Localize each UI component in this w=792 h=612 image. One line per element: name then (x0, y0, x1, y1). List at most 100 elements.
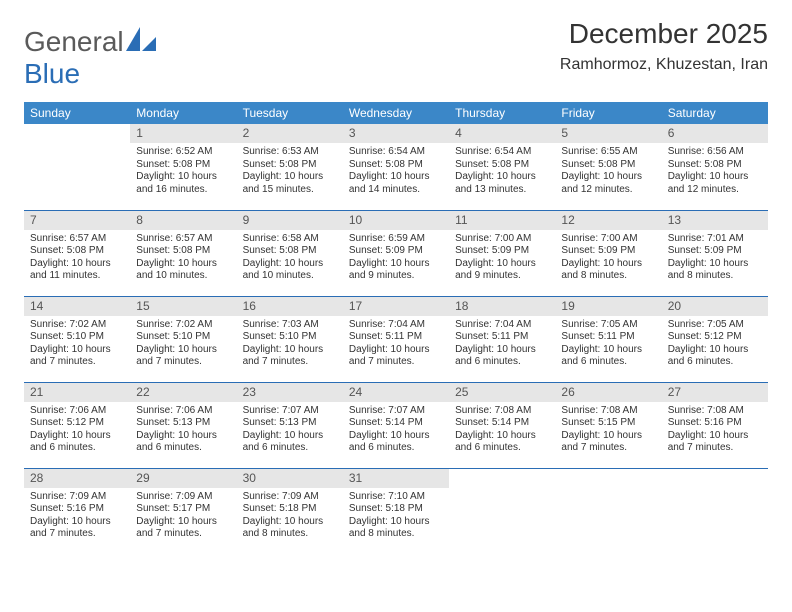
sunrise-text: Sunrise: 6:54 AM (455, 146, 549, 159)
weekday-header: Friday (555, 102, 661, 124)
day-content: Sunrise: 6:53 AMSunset: 5:08 PMDaylight:… (237, 143, 343, 200)
sunrise-text: Sunrise: 7:10 AM (349, 491, 443, 504)
location-label: Ramhormoz, Khuzestan, Iran (560, 56, 768, 74)
day-number: 24 (343, 383, 449, 402)
calendar-day-cell: 26Sunrise: 7:08 AMSunset: 5:15 PMDayligh… (555, 382, 661, 468)
daylight-text: Daylight: 10 hours and 7 minutes. (136, 516, 230, 541)
sunset-text: Sunset: 5:08 PM (455, 159, 549, 172)
sunrise-text: Sunrise: 7:06 AM (30, 405, 124, 418)
sunset-text: Sunset: 5:08 PM (136, 245, 230, 258)
calendar-day-cell: 17Sunrise: 7:04 AMSunset: 5:11 PMDayligh… (343, 296, 449, 382)
calendar-day-cell (662, 468, 768, 554)
daylight-text: Daylight: 10 hours and 6 minutes. (136, 430, 230, 455)
day-content: Sunrise: 6:52 AMSunset: 5:08 PMDaylight:… (130, 143, 236, 200)
sunrise-text: Sunrise: 6:54 AM (349, 146, 443, 159)
day-number: 13 (662, 211, 768, 230)
daylight-text: Daylight: 10 hours and 6 minutes. (30, 430, 124, 455)
daylight-text: Daylight: 10 hours and 7 minutes. (136, 344, 230, 369)
day-number: 29 (130, 469, 236, 488)
sunset-text: Sunset: 5:10 PM (30, 331, 124, 344)
day-number (662, 469, 768, 473)
sunrise-text: Sunrise: 7:00 AM (561, 233, 655, 246)
day-content: Sunrise: 7:09 AMSunset: 5:16 PMDaylight:… (24, 488, 130, 545)
sunrise-text: Sunrise: 6:55 AM (561, 146, 655, 159)
day-content: Sunrise: 7:06 AMSunset: 5:12 PMDaylight:… (24, 402, 130, 459)
day-number: 16 (237, 297, 343, 316)
day-number: 4 (449, 124, 555, 143)
day-content: Sunrise: 7:07 AMSunset: 5:14 PMDaylight:… (343, 402, 449, 459)
sunset-text: Sunset: 5:11 PM (349, 331, 443, 344)
calendar-day-cell: 1Sunrise: 6:52 AMSunset: 5:08 PMDaylight… (130, 124, 236, 210)
sunset-text: Sunset: 5:08 PM (30, 245, 124, 258)
calendar-body: 1Sunrise: 6:52 AMSunset: 5:08 PMDaylight… (24, 124, 768, 554)
weekday-header: Tuesday (237, 102, 343, 124)
day-content: Sunrise: 7:01 AMSunset: 5:09 PMDaylight:… (662, 230, 768, 287)
sunrise-text: Sunrise: 7:02 AM (30, 319, 124, 332)
daylight-text: Daylight: 10 hours and 8 minutes. (243, 516, 337, 541)
calendar-day-cell: 15Sunrise: 7:02 AMSunset: 5:10 PMDayligh… (130, 296, 236, 382)
day-content: Sunrise: 6:58 AMSunset: 5:08 PMDaylight:… (237, 230, 343, 287)
day-content: Sunrise: 7:08 AMSunset: 5:15 PMDaylight:… (555, 402, 661, 459)
sunrise-text: Sunrise: 6:52 AM (136, 146, 230, 159)
day-content: Sunrise: 7:04 AMSunset: 5:11 PMDaylight:… (449, 316, 555, 373)
day-number: 19 (555, 297, 661, 316)
sunset-text: Sunset: 5:16 PM (30, 503, 124, 516)
day-number (24, 124, 130, 128)
calendar-day-cell: 31Sunrise: 7:10 AMSunset: 5:18 PMDayligh… (343, 468, 449, 554)
daylight-text: Daylight: 10 hours and 6 minutes. (243, 430, 337, 455)
daylight-text: Daylight: 10 hours and 12 minutes. (561, 171, 655, 196)
daylight-text: Daylight: 10 hours and 8 minutes. (349, 516, 443, 541)
brand-name-part2: Blue (24, 58, 80, 89)
day-number: 20 (662, 297, 768, 316)
calendar-week-row: 28Sunrise: 7:09 AMSunset: 5:16 PMDayligh… (24, 468, 768, 554)
calendar-day-cell: 12Sunrise: 7:00 AMSunset: 5:09 PMDayligh… (555, 210, 661, 296)
day-number: 9 (237, 211, 343, 230)
day-content: Sunrise: 7:02 AMSunset: 5:10 PMDaylight:… (130, 316, 236, 373)
day-content: Sunrise: 6:56 AMSunset: 5:08 PMDaylight:… (662, 143, 768, 200)
sunset-text: Sunset: 5:13 PM (243, 417, 337, 430)
calendar-day-cell (24, 124, 130, 210)
sunrise-text: Sunrise: 6:57 AM (30, 233, 124, 246)
daylight-text: Daylight: 10 hours and 7 minutes. (30, 344, 124, 369)
daylight-text: Daylight: 10 hours and 10 minutes. (136, 258, 230, 283)
sunset-text: Sunset: 5:08 PM (243, 159, 337, 172)
daylight-text: Daylight: 10 hours and 6 minutes. (349, 430, 443, 455)
sunset-text: Sunset: 5:12 PM (30, 417, 124, 430)
daylight-text: Daylight: 10 hours and 6 minutes. (561, 344, 655, 369)
daylight-text: Daylight: 10 hours and 10 minutes. (243, 258, 337, 283)
daylight-text: Daylight: 10 hours and 7 minutes. (668, 430, 762, 455)
daylight-text: Daylight: 10 hours and 11 minutes. (30, 258, 124, 283)
day-number: 23 (237, 383, 343, 402)
calendar-day-cell: 14Sunrise: 7:02 AMSunset: 5:10 PMDayligh… (24, 296, 130, 382)
sunrise-text: Sunrise: 7:01 AM (668, 233, 762, 246)
calendar-day-cell: 8Sunrise: 6:57 AMSunset: 5:08 PMDaylight… (130, 210, 236, 296)
sunrise-text: Sunrise: 7:09 AM (30, 491, 124, 504)
day-content: Sunrise: 7:02 AMSunset: 5:10 PMDaylight:… (24, 316, 130, 373)
calendar-day-cell: 19Sunrise: 7:05 AMSunset: 5:11 PMDayligh… (555, 296, 661, 382)
day-content: Sunrise: 6:55 AMSunset: 5:08 PMDaylight:… (555, 143, 661, 200)
calendar-day-cell: 24Sunrise: 7:07 AMSunset: 5:14 PMDayligh… (343, 382, 449, 468)
daylight-text: Daylight: 10 hours and 6 minutes. (455, 344, 549, 369)
day-number: 25 (449, 383, 555, 402)
day-number: 22 (130, 383, 236, 402)
day-number: 12 (555, 211, 661, 230)
day-number: 5 (555, 124, 661, 143)
calendar-day-cell: 21Sunrise: 7:06 AMSunset: 5:12 PMDayligh… (24, 382, 130, 468)
sunrise-text: Sunrise: 7:05 AM (668, 319, 762, 332)
day-content: Sunrise: 7:04 AMSunset: 5:11 PMDaylight:… (343, 316, 449, 373)
calendar-day-cell: 9Sunrise: 6:58 AMSunset: 5:08 PMDaylight… (237, 210, 343, 296)
calendar-day-cell: 25Sunrise: 7:08 AMSunset: 5:14 PMDayligh… (449, 382, 555, 468)
header: General Blue December 2025 Ramhormoz, Kh… (24, 18, 768, 90)
daylight-text: Daylight: 10 hours and 7 minutes. (30, 516, 124, 541)
day-content: Sunrise: 7:09 AMSunset: 5:17 PMDaylight:… (130, 488, 236, 545)
sunset-text: Sunset: 5:18 PM (349, 503, 443, 516)
calendar-week-row: 21Sunrise: 7:06 AMSunset: 5:12 PMDayligh… (24, 382, 768, 468)
sunset-text: Sunset: 5:11 PM (561, 331, 655, 344)
weekday-header: Monday (130, 102, 236, 124)
sunset-text: Sunset: 5:18 PM (243, 503, 337, 516)
sunrise-text: Sunrise: 6:56 AM (668, 146, 762, 159)
sunrise-text: Sunrise: 7:08 AM (668, 405, 762, 418)
calendar-day-cell: 30Sunrise: 7:09 AMSunset: 5:18 PMDayligh… (237, 468, 343, 554)
calendar-day-cell: 5Sunrise: 6:55 AMSunset: 5:08 PMDaylight… (555, 124, 661, 210)
sunrise-text: Sunrise: 7:07 AM (243, 405, 337, 418)
